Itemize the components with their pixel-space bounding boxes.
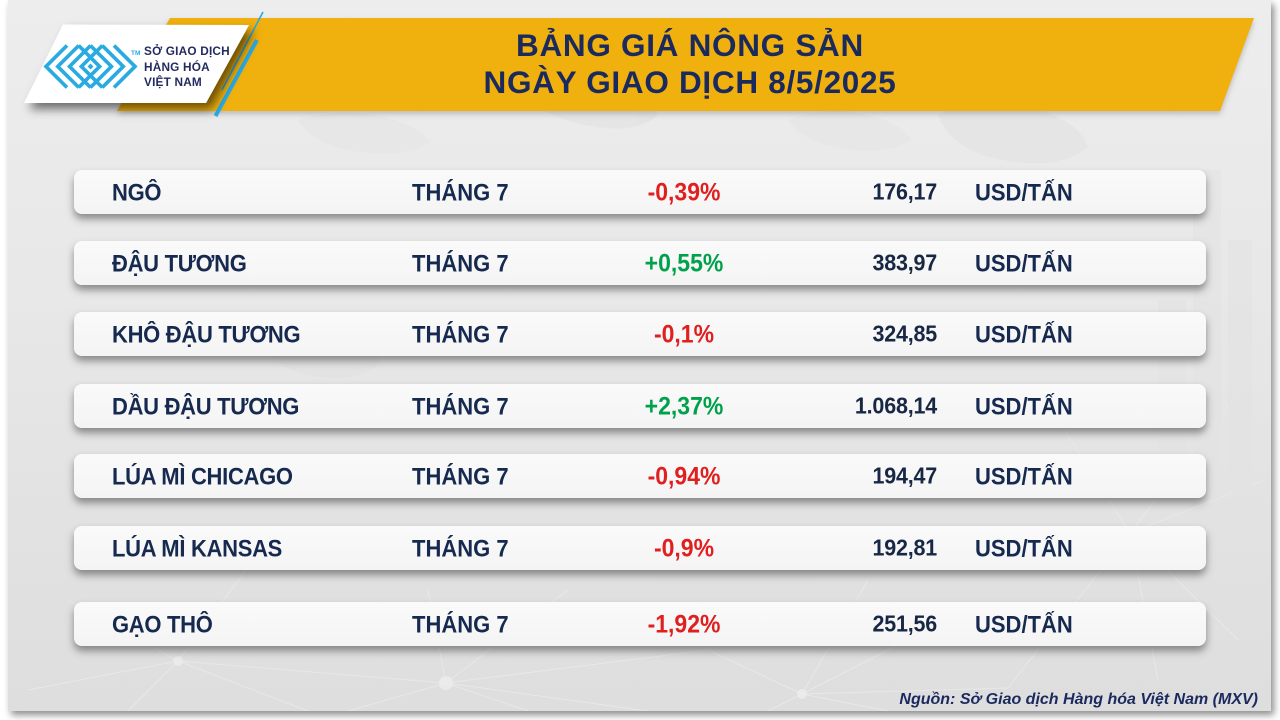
- svg-text:TM: TM: [131, 50, 140, 57]
